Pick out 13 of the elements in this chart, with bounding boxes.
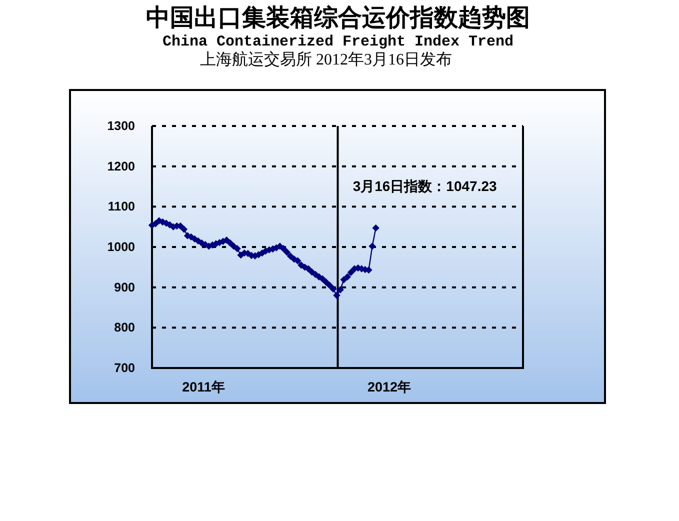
ytick-label: 700 — [114, 361, 135, 375]
annotation: 上海航运交易所 2012年3月16日发布 — [200, 52, 452, 68]
ytick-label: 900 — [114, 280, 135, 294]
subtitle: China Containerized Freight Index Trend — [162, 34, 514, 50]
title: 中国出口集装箱综合运价指数趋势图 — [146, 4, 530, 32]
ytick-label: 1300 — [107, 119, 135, 133]
xtick-label: 2011年 — [182, 380, 226, 394]
ytick-label: 1000 — [107, 240, 135, 254]
ytick-label: 1100 — [108, 200, 135, 214]
ytick-label: 1200 — [107, 159, 135, 174]
annotation: 3月16日指数：1047.23 — [352, 178, 497, 194]
xtick-label: 2012年 — [368, 380, 412, 394]
ytick-label: 800 — [114, 320, 135, 335]
